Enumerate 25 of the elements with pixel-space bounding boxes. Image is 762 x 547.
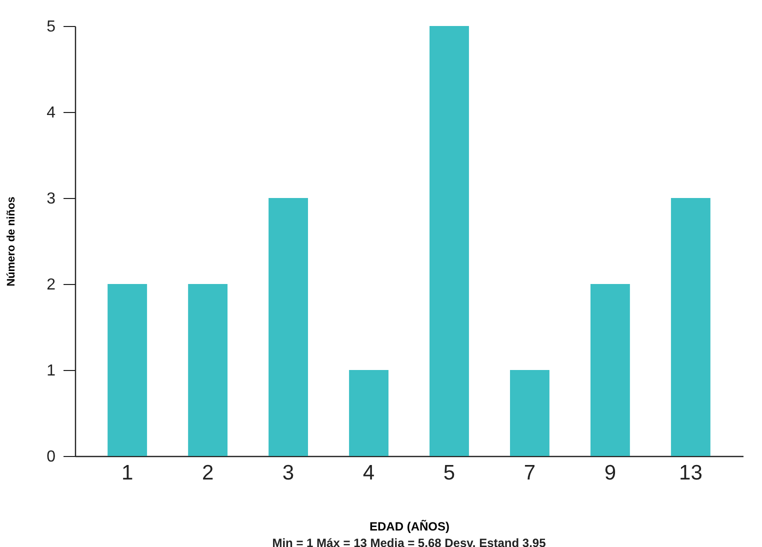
text: Min = 1 Máx = 13 Media = 5.68 Desv. Estand 3.95	[272, 536, 546, 547]
y-tick-label: 4	[46, 104, 56, 122]
bar	[590, 284, 630, 456]
bar	[510, 370, 550, 456]
x-tick-label: 2	[202, 462, 214, 484]
bar	[670, 198, 710, 456]
bar	[268, 198, 308, 456]
x-tick-label: 3	[282, 462, 294, 484]
y-tick-label: 5	[46, 18, 56, 36]
x-axis-title: EDAD (AÑOS)	[370, 520, 450, 534]
x-tick-label: 13	[679, 462, 702, 484]
bar	[108, 284, 148, 456]
x-tick-label: 9	[604, 462, 616, 484]
x-tick-label: 5	[443, 462, 456, 484]
x-tick-label: 7	[524, 462, 536, 484]
y-tick-label: 1	[46, 362, 56, 380]
y-axis-title: Número de niños	[6, 196, 18, 286]
bar	[349, 370, 388, 456]
bar	[430, 26, 469, 456]
y-tick-label: 3	[46, 190, 56, 208]
y-tick-label: 0	[46, 448, 56, 466]
x-tick-label: 4	[362, 462, 375, 484]
bar	[188, 284, 228, 456]
y-tick-label: 2	[46, 276, 56, 294]
x-tick-label: 1	[121, 462, 134, 484]
